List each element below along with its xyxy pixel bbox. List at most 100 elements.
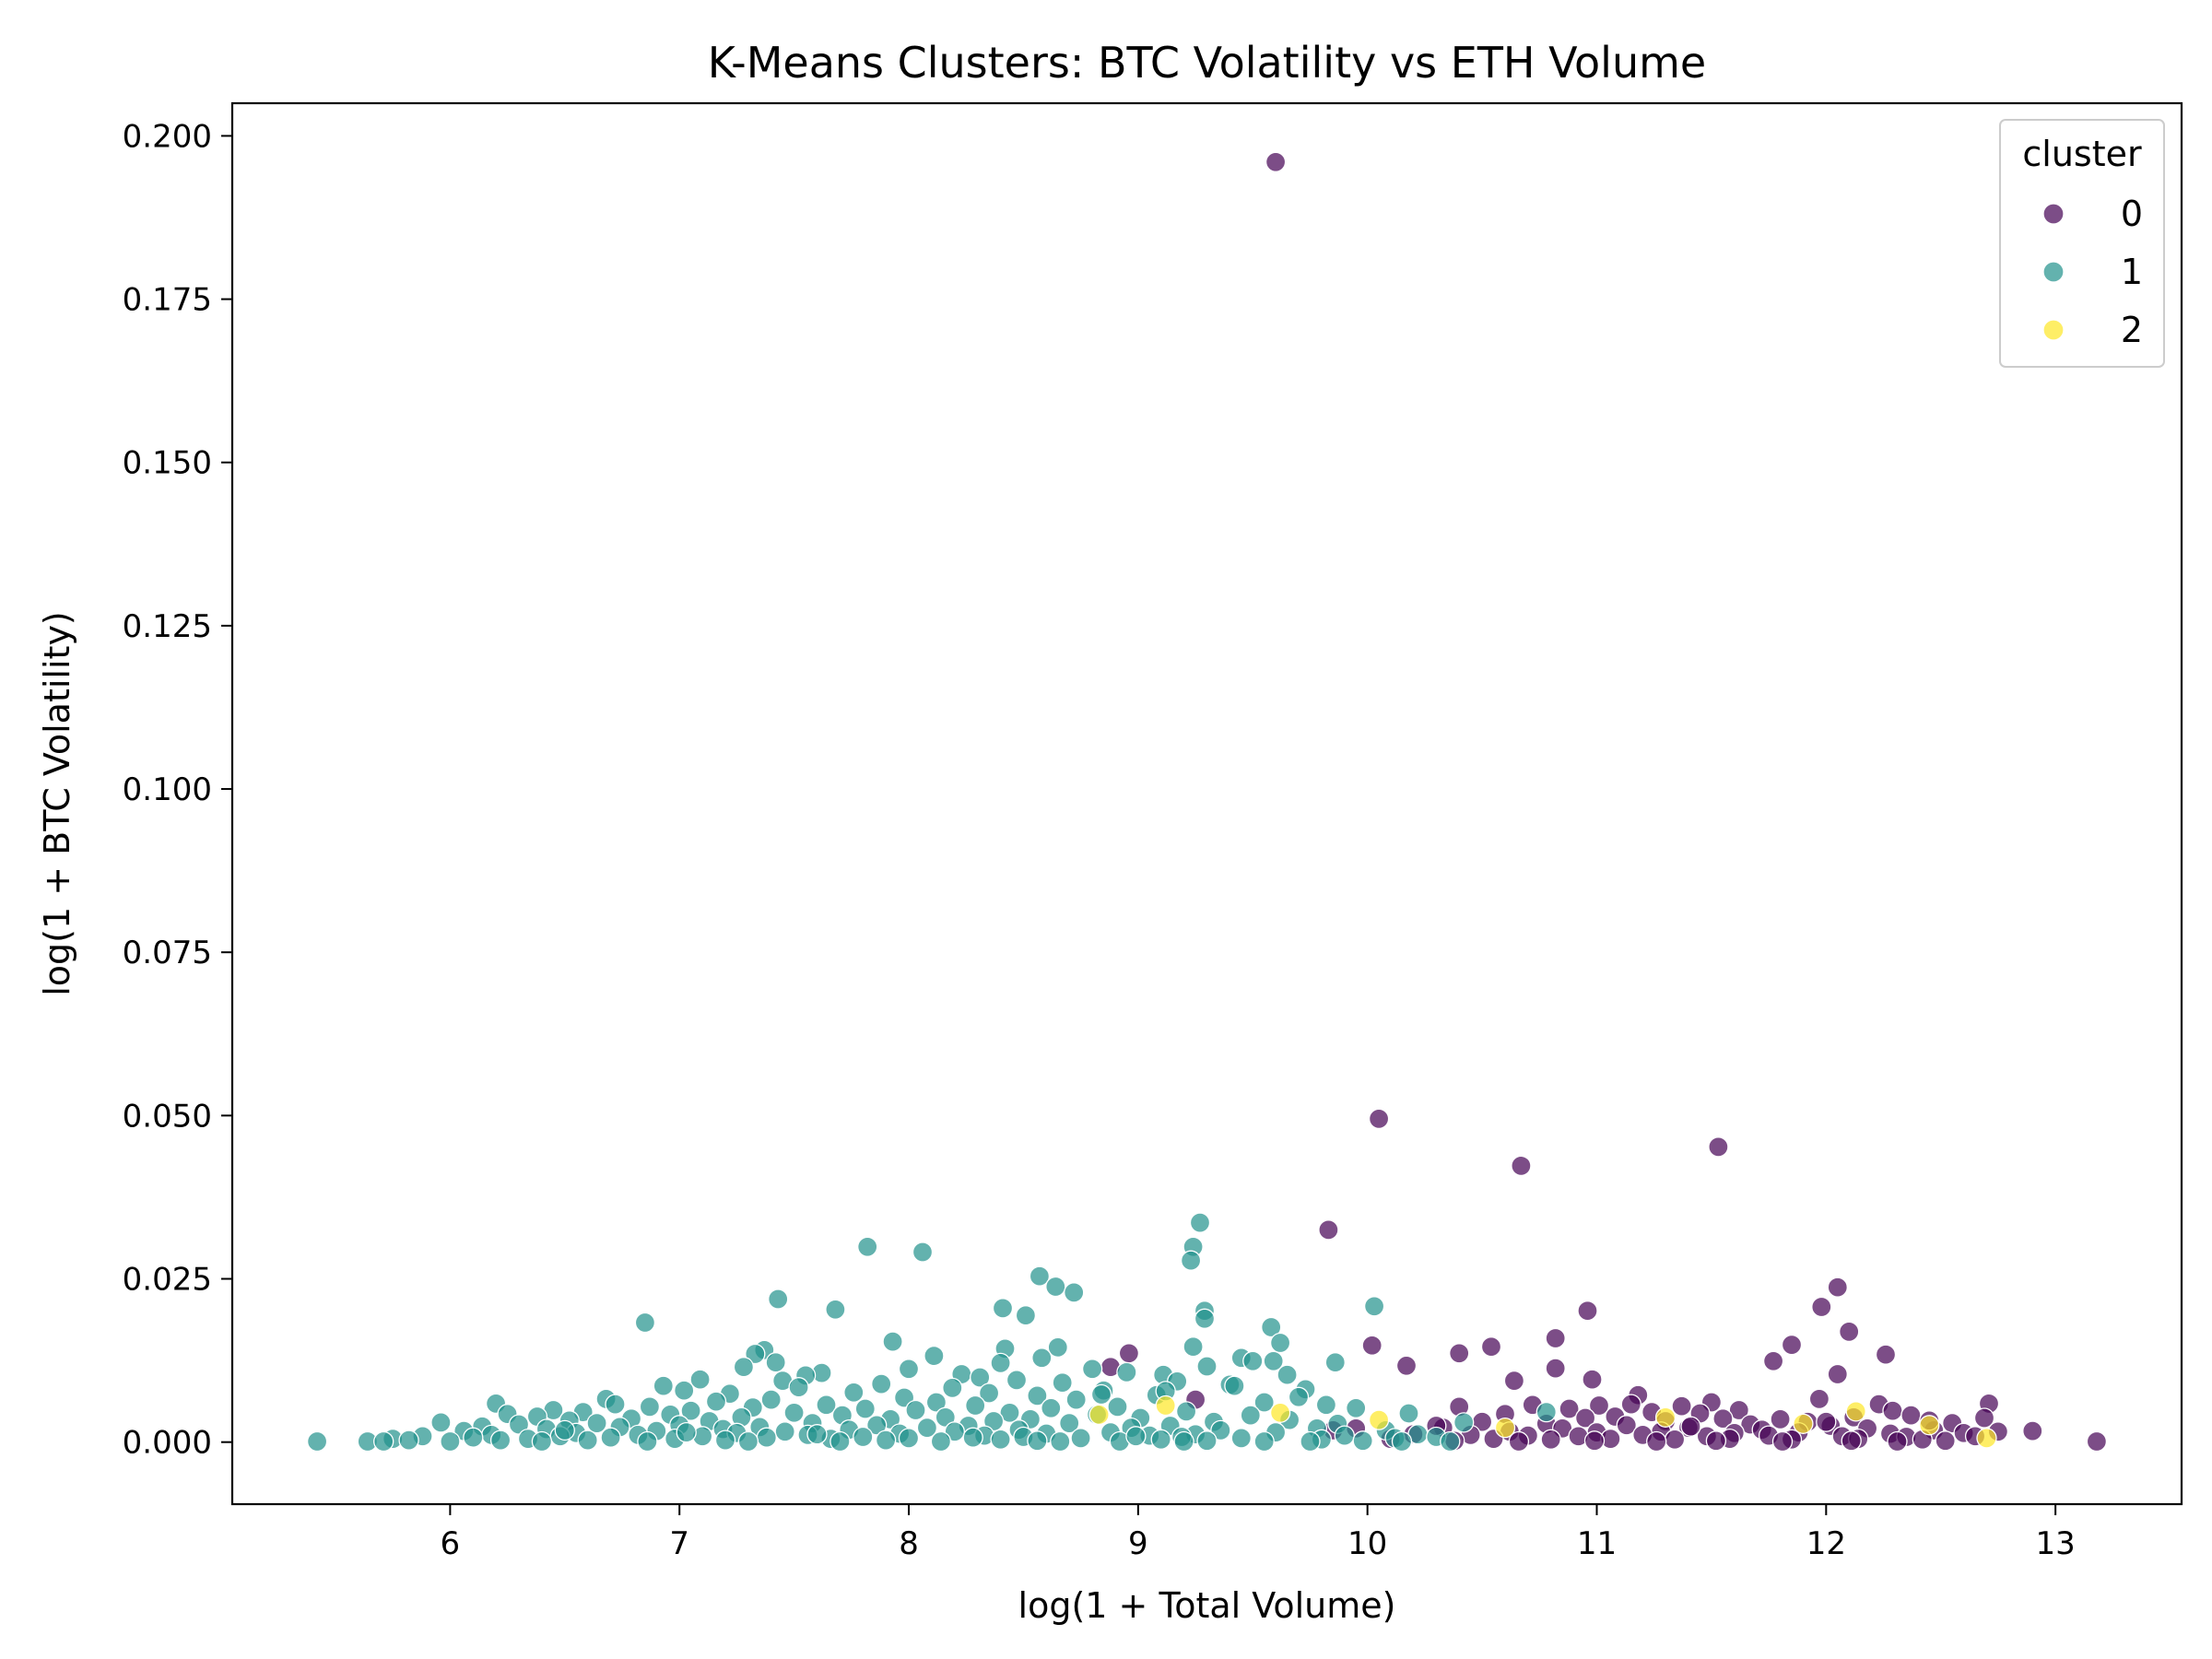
- data-point-cluster-1: [806, 1424, 828, 1445]
- data-point-cluster-1: [1269, 1332, 1291, 1354]
- data-point-cluster-0: [1781, 1334, 1803, 1356]
- data-point-cluster-1: [965, 1394, 986, 1417]
- data-point-cluster-0: [1582, 1369, 1603, 1390]
- data-point-cluster-1: [1173, 1430, 1194, 1453]
- plot-layer: [306, 151, 2108, 1453]
- data-point-cluster-0: [1705, 1430, 1727, 1452]
- data-point-cluster-0: [1935, 1430, 1956, 1452]
- data-point-cluster-2: [1654, 1406, 1677, 1428]
- data-point-cluster-0: [1577, 1300, 1598, 1322]
- data-point-cluster-1: [942, 1377, 963, 1399]
- y-tick-label: 0.075: [123, 935, 212, 971]
- data-point-cluster-0: [1811, 1296, 1832, 1318]
- data-point-cluster-1: [1052, 1372, 1073, 1394]
- legend-box: [1999, 119, 2165, 368]
- data-point-cluster-0: [1574, 1407, 1596, 1429]
- data-point-cluster-0: [1827, 1277, 1848, 1298]
- data-point-cluster-0: [1583, 1430, 1606, 1452]
- data-point-cluster-1: [760, 1389, 782, 1410]
- data-point-cluster-0: [1827, 1363, 1848, 1385]
- data-point-cluster-0: [1503, 1370, 1525, 1392]
- data-point-cluster-1: [871, 1373, 892, 1394]
- y-tick-label: 0.100: [123, 771, 212, 808]
- data-point-cluster-0: [1559, 1398, 1580, 1419]
- data-point-cluster-2: [1088, 1404, 1110, 1426]
- data-point-cluster-0: [1620, 1394, 1641, 1415]
- data-point-cluster-0: [1887, 1430, 1908, 1453]
- data-point-cluster-0: [1882, 1400, 1903, 1421]
- data-point-cluster-1: [1041, 1397, 1062, 1418]
- data-point-cluster-1: [1253, 1392, 1275, 1413]
- data-point-cluster-1: [430, 1412, 452, 1433]
- data-point-cluster-1: [1194, 1308, 1216, 1329]
- data-point-cluster-0: [1545, 1358, 1566, 1379]
- data-point-cluster-1: [639, 1396, 661, 1418]
- data-point-cluster-0: [1839, 1321, 1860, 1343]
- y-tick-label: 0.150: [123, 445, 212, 482]
- y-tick-label: 0.125: [123, 608, 212, 645]
- data-point-cluster-1: [1027, 1430, 1048, 1452]
- data-point-cluster-0: [1680, 1416, 1701, 1437]
- y-axis-label: log(1 + BTC Volatility): [37, 611, 77, 996]
- data-point-cluster-1: [605, 1394, 626, 1415]
- legend-title: cluster: [2022, 134, 2142, 174]
- data-point-cluster-1: [853, 1426, 874, 1448]
- data-point-cluster-1: [1065, 1389, 1087, 1410]
- data-point-cluster-1: [637, 1430, 658, 1453]
- data-point-cluster-1: [1059, 1412, 1080, 1434]
- data-point-cluster-2: [1793, 1413, 1814, 1434]
- data-point-cluster-0: [1900, 1405, 1922, 1426]
- data-point-cluster-1: [463, 1427, 484, 1448]
- x-tick-label: 13: [2036, 1525, 2076, 1562]
- data-point-cluster-0: [1361, 1335, 1382, 1356]
- data-point-cluster-1: [1300, 1430, 1321, 1453]
- data-point-cluster-1: [774, 1421, 795, 1442]
- data-point-cluster-1: [1535, 1401, 1557, 1423]
- data-point-cluster-0: [1449, 1343, 1470, 1364]
- data-point-cluster-1: [733, 1357, 755, 1378]
- y-tick-label: 0.025: [123, 1262, 212, 1299]
- data-point-cluster-1: [830, 1430, 851, 1453]
- data-point-cluster-1: [982, 1410, 1005, 1432]
- data-point-cluster-0: [1664, 1429, 1686, 1450]
- data-point-cluster-1: [1031, 1347, 1053, 1369]
- data-point-cluster-1: [1027, 1385, 1048, 1406]
- data-point-cluster-1: [674, 1380, 695, 1401]
- data-point-cluster-1: [962, 1427, 983, 1448]
- ticks-layer: 6 7 8 9 10 11 12 13 0.000 0.025 0.050 0.075 0.100 0.1…: [123, 118, 2076, 1562]
- data-point-cluster-1: [970, 1367, 991, 1388]
- data-point-cluster-1: [990, 1429, 1011, 1450]
- data-point-cluster-1: [1070, 1428, 1091, 1449]
- data-point-cluster-1: [1107, 1396, 1128, 1418]
- data-point-cluster-1: [489, 1430, 512, 1451]
- data-point-cluster-1: [992, 1298, 1014, 1319]
- x-tick-label: 6: [441, 1525, 461, 1562]
- y-tick-label: 0.200: [123, 118, 212, 155]
- data-point-cluster-1: [756, 1427, 777, 1448]
- data-point-cluster-1: [990, 1352, 1011, 1374]
- series-0-group: [1100, 151, 2108, 1453]
- data-point-cluster-1: [577, 1430, 598, 1451]
- data-point-cluster-1: [765, 1352, 786, 1373]
- data-point-cluster-1: [440, 1430, 461, 1453]
- data-point-cluster-1: [1189, 1212, 1211, 1233]
- data-point-cluster-0: [1671, 1395, 1692, 1417]
- data-point-cluster-1: [1334, 1425, 1355, 1446]
- data-point-cluster-2: [1976, 1428, 1997, 1449]
- data-point-cluster-1: [1346, 1397, 1367, 1418]
- data-point-cluster-1: [1081, 1359, 1103, 1380]
- data-point-cluster-1: [1116, 1361, 1137, 1383]
- data-point-cluster-2: [1845, 1401, 1866, 1422]
- data-point-cluster-1: [1090, 1383, 1112, 1406]
- data-point-cluster-0: [1841, 1430, 1862, 1452]
- data-point-cluster-1: [1253, 1430, 1275, 1453]
- data-point-cluster-1: [373, 1430, 394, 1453]
- data-point-cluster-0: [1770, 1408, 1791, 1430]
- data-point-cluster-0: [1395, 1355, 1418, 1376]
- x-axis-label: log(1 + Total Volume): [1018, 1585, 1396, 1626]
- data-point-cluster-1: [843, 1382, 865, 1403]
- data-point-cluster-1: [1064, 1282, 1085, 1303]
- data-point-cluster-1: [1224, 1375, 1245, 1396]
